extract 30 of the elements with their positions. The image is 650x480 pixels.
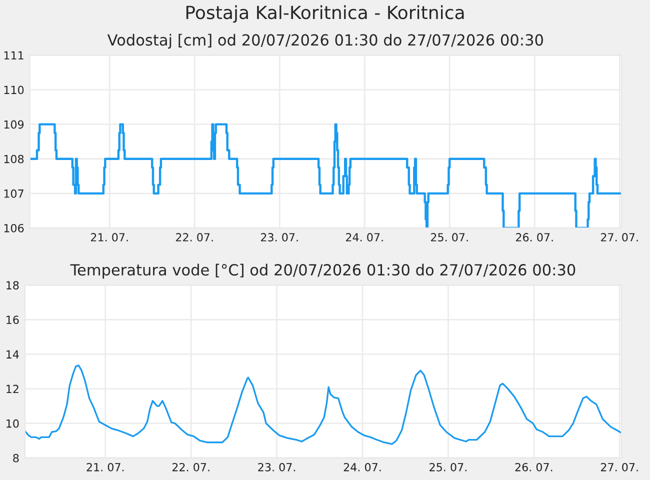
x-tick-label: 24. 07. bbox=[346, 233, 383, 242]
x-tick-label: 21. 07. bbox=[86, 462, 124, 472]
x-tick-label: 26. 07. bbox=[516, 233, 553, 242]
chart-title: Temperatura vode [°C] od 20/07/2026 01:30 do 27/07/2026 00:30 bbox=[70, 264, 576, 279]
y-tick-label: 10 bbox=[6, 419, 19, 428]
chart-title: Postaja Kal-Koritnica - Koritnica bbox=[186, 5, 464, 23]
x-tick-label: 24. 07. bbox=[344, 462, 381, 472]
y-tick-label: 108 bbox=[4, 154, 24, 164]
x-tick-label: 23. 07. bbox=[260, 233, 298, 242]
y-tick-label: 106 bbox=[4, 224, 24, 232]
x-tick-label: 26. 07. bbox=[515, 462, 552, 472]
y-tick-label: 12 bbox=[6, 384, 18, 394]
chart-subtitle: Vodostaj [cm] od 20/07/2026 01:30 do 27/07/2026 00:30 bbox=[107, 34, 543, 49]
y-tick-label: 16 bbox=[6, 316, 19, 324]
x-tick-label: 25. 07. bbox=[430, 233, 468, 242]
y-tick-label: 109 bbox=[4, 120, 24, 129]
x-tick-label: 21. 07. bbox=[90, 233, 128, 242]
x-tick-label: 23. 07. bbox=[258, 462, 296, 472]
y-tick-label: 111 bbox=[4, 51, 24, 60]
y-tick-label: 18 bbox=[6, 281, 19, 290]
x-tick-label: 27. 07. bbox=[600, 462, 638, 472]
line-series bbox=[25, 364, 622, 445]
y-tick-label: 107 bbox=[4, 189, 24, 198]
y-tick-label: 14 bbox=[6, 350, 19, 358]
x-tick-label: 22. 07. bbox=[176, 233, 213, 242]
x-tick-label: 25. 07. bbox=[430, 462, 466, 472]
y-tick-label: 8 bbox=[13, 454, 19, 462]
y-tick-label: 110 bbox=[4, 86, 24, 94]
x-tick-label: 22. 07. bbox=[172, 462, 210, 472]
x-tick-label: 27. 07. bbox=[601, 233, 638, 242]
